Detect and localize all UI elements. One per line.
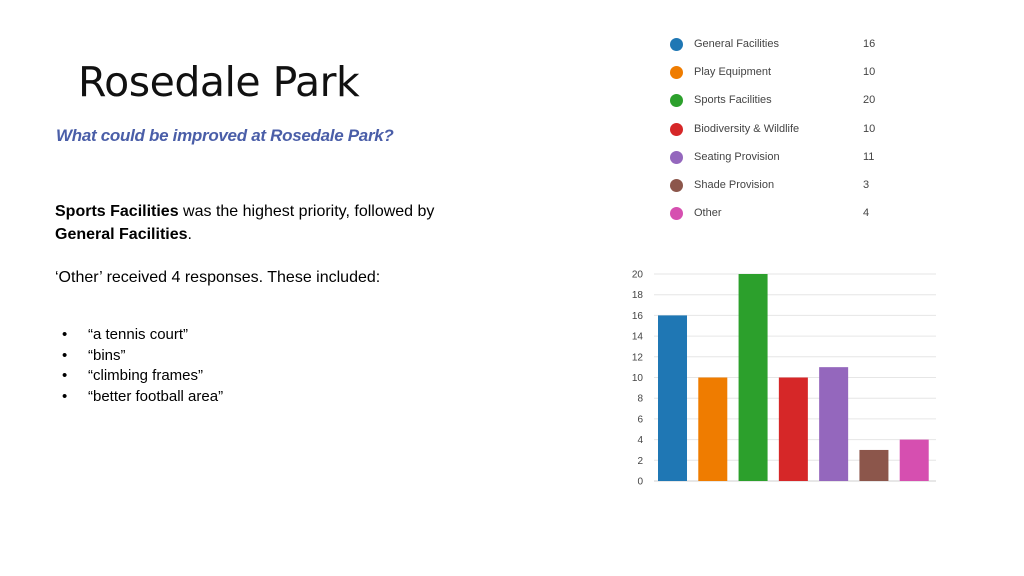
legend-count: 10: [863, 122, 876, 135]
legend-item[interactable]: Biodiversity & Wildlife 10: [668, 119, 888, 147]
bullet-icon: •: [62, 346, 68, 364]
legend-count: 4: [863, 207, 870, 220]
list-item: • “a tennis court”: [62, 325, 223, 346]
bar: [899, 439, 929, 481]
bar: [738, 274, 768, 481]
legend-label: Seating Provision: [694, 150, 780, 163]
legend-label: General Facilities: [694, 38, 779, 50]
legend-count: 11: [863, 150, 875, 163]
bullet-icon: •: [62, 326, 68, 343]
legend-label: Sports Facilities: [694, 94, 772, 107]
legend-count: 10: [863, 66, 876, 79]
legend-color-dot: [670, 38, 683, 51]
legend-color-dot: [670, 207, 683, 221]
bullet-icon: •: [62, 387, 68, 405]
response-text: “bins”: [88, 346, 126, 364]
legend-color-dot: [670, 122, 683, 136]
summary-end-text: .: [187, 226, 192, 243]
response-text: “a tennis court”: [88, 326, 189, 343]
bullet-icon: •: [62, 367, 68, 384]
list-item: • “better football area”: [62, 387, 223, 408]
legend-color-dot: [670, 150, 683, 164]
legend-color-dot: [670, 66, 683, 80]
legend-item[interactable]: General Facilities 16: [668, 34, 888, 62]
summary-highlight-general: General Facilities: [55, 226, 188, 243]
legend-item[interactable]: Seating Provision 11: [668, 147, 888, 175]
list-item: • “climbing frames”: [62, 366, 223, 387]
legend-count: 3: [863, 178, 870, 191]
summary-mid-text: was the highest priority, followed by: [178, 203, 435, 220]
y-tick-label: 2: [637, 456, 643, 467]
response-text: “climbing frames”: [88, 367, 204, 384]
survey-question: What could be improved at Rosedale Park?: [56, 126, 394, 145]
legend-label: Play Equipment: [694, 66, 772, 79]
y-tick-label: 14: [632, 332, 644, 343]
response-list: • “a tennis court” • “bins” • “climbing fra…: [62, 325, 223, 407]
legend-color-dot: [670, 94, 683, 108]
legend-item[interactable]: Other 4: [668, 203, 888, 231]
y-tick-label: 6: [637, 414, 643, 425]
summary-text: Sports Facilities was the highest priori…: [55, 200, 525, 246]
y-tick-label: 0: [637, 477, 643, 488]
list-item: • “bins”: [62, 346, 223, 367]
other-responses-line: ‘Other’ received 4 responses. These incl…: [55, 269, 381, 286]
bar-chart: 0 2 4 6 8 10 12 14 16 18 20: [632, 270, 936, 488]
legend-label: Other: [694, 207, 722, 220]
bar: [859, 449, 889, 481]
bar: [658, 315, 688, 481]
chart-legend: General Facilities 16 Play Equipment 10 Spor…: [668, 34, 888, 231]
y-tick-label: 12: [632, 352, 644, 363]
y-tick-label: 18: [632, 290, 644, 301]
response-text: “better football area”: [88, 387, 224, 405]
legend-color-dot: [670, 178, 683, 192]
summary-highlight-sports: Sports Facilities: [55, 203, 179, 220]
y-tick-label: 16: [632, 311, 644, 322]
legend-item[interactable]: Sports Facilities 20: [668, 90, 888, 118]
legend-count: 16: [863, 38, 876, 50]
y-tick-label: 20: [632, 270, 644, 281]
y-tick-label: 8: [637, 394, 643, 405]
bar: [778, 377, 808, 481]
bar: [819, 367, 849, 481]
legend-item[interactable]: Play Equipment 10: [668, 62, 888, 90]
slide-title: Rosedale Park: [78, 58, 360, 106]
legend-label: Biodiversity & Wildlife: [694, 122, 800, 135]
legend-item[interactable]: Shade Provision 3: [668, 175, 888, 203]
bar: [698, 377, 728, 481]
legend-label: Shade Provision: [694, 178, 775, 191]
legend-count: 20: [863, 94, 876, 107]
y-tick-label: 10: [632, 373, 644, 384]
y-tick-label: 4: [637, 435, 643, 446]
